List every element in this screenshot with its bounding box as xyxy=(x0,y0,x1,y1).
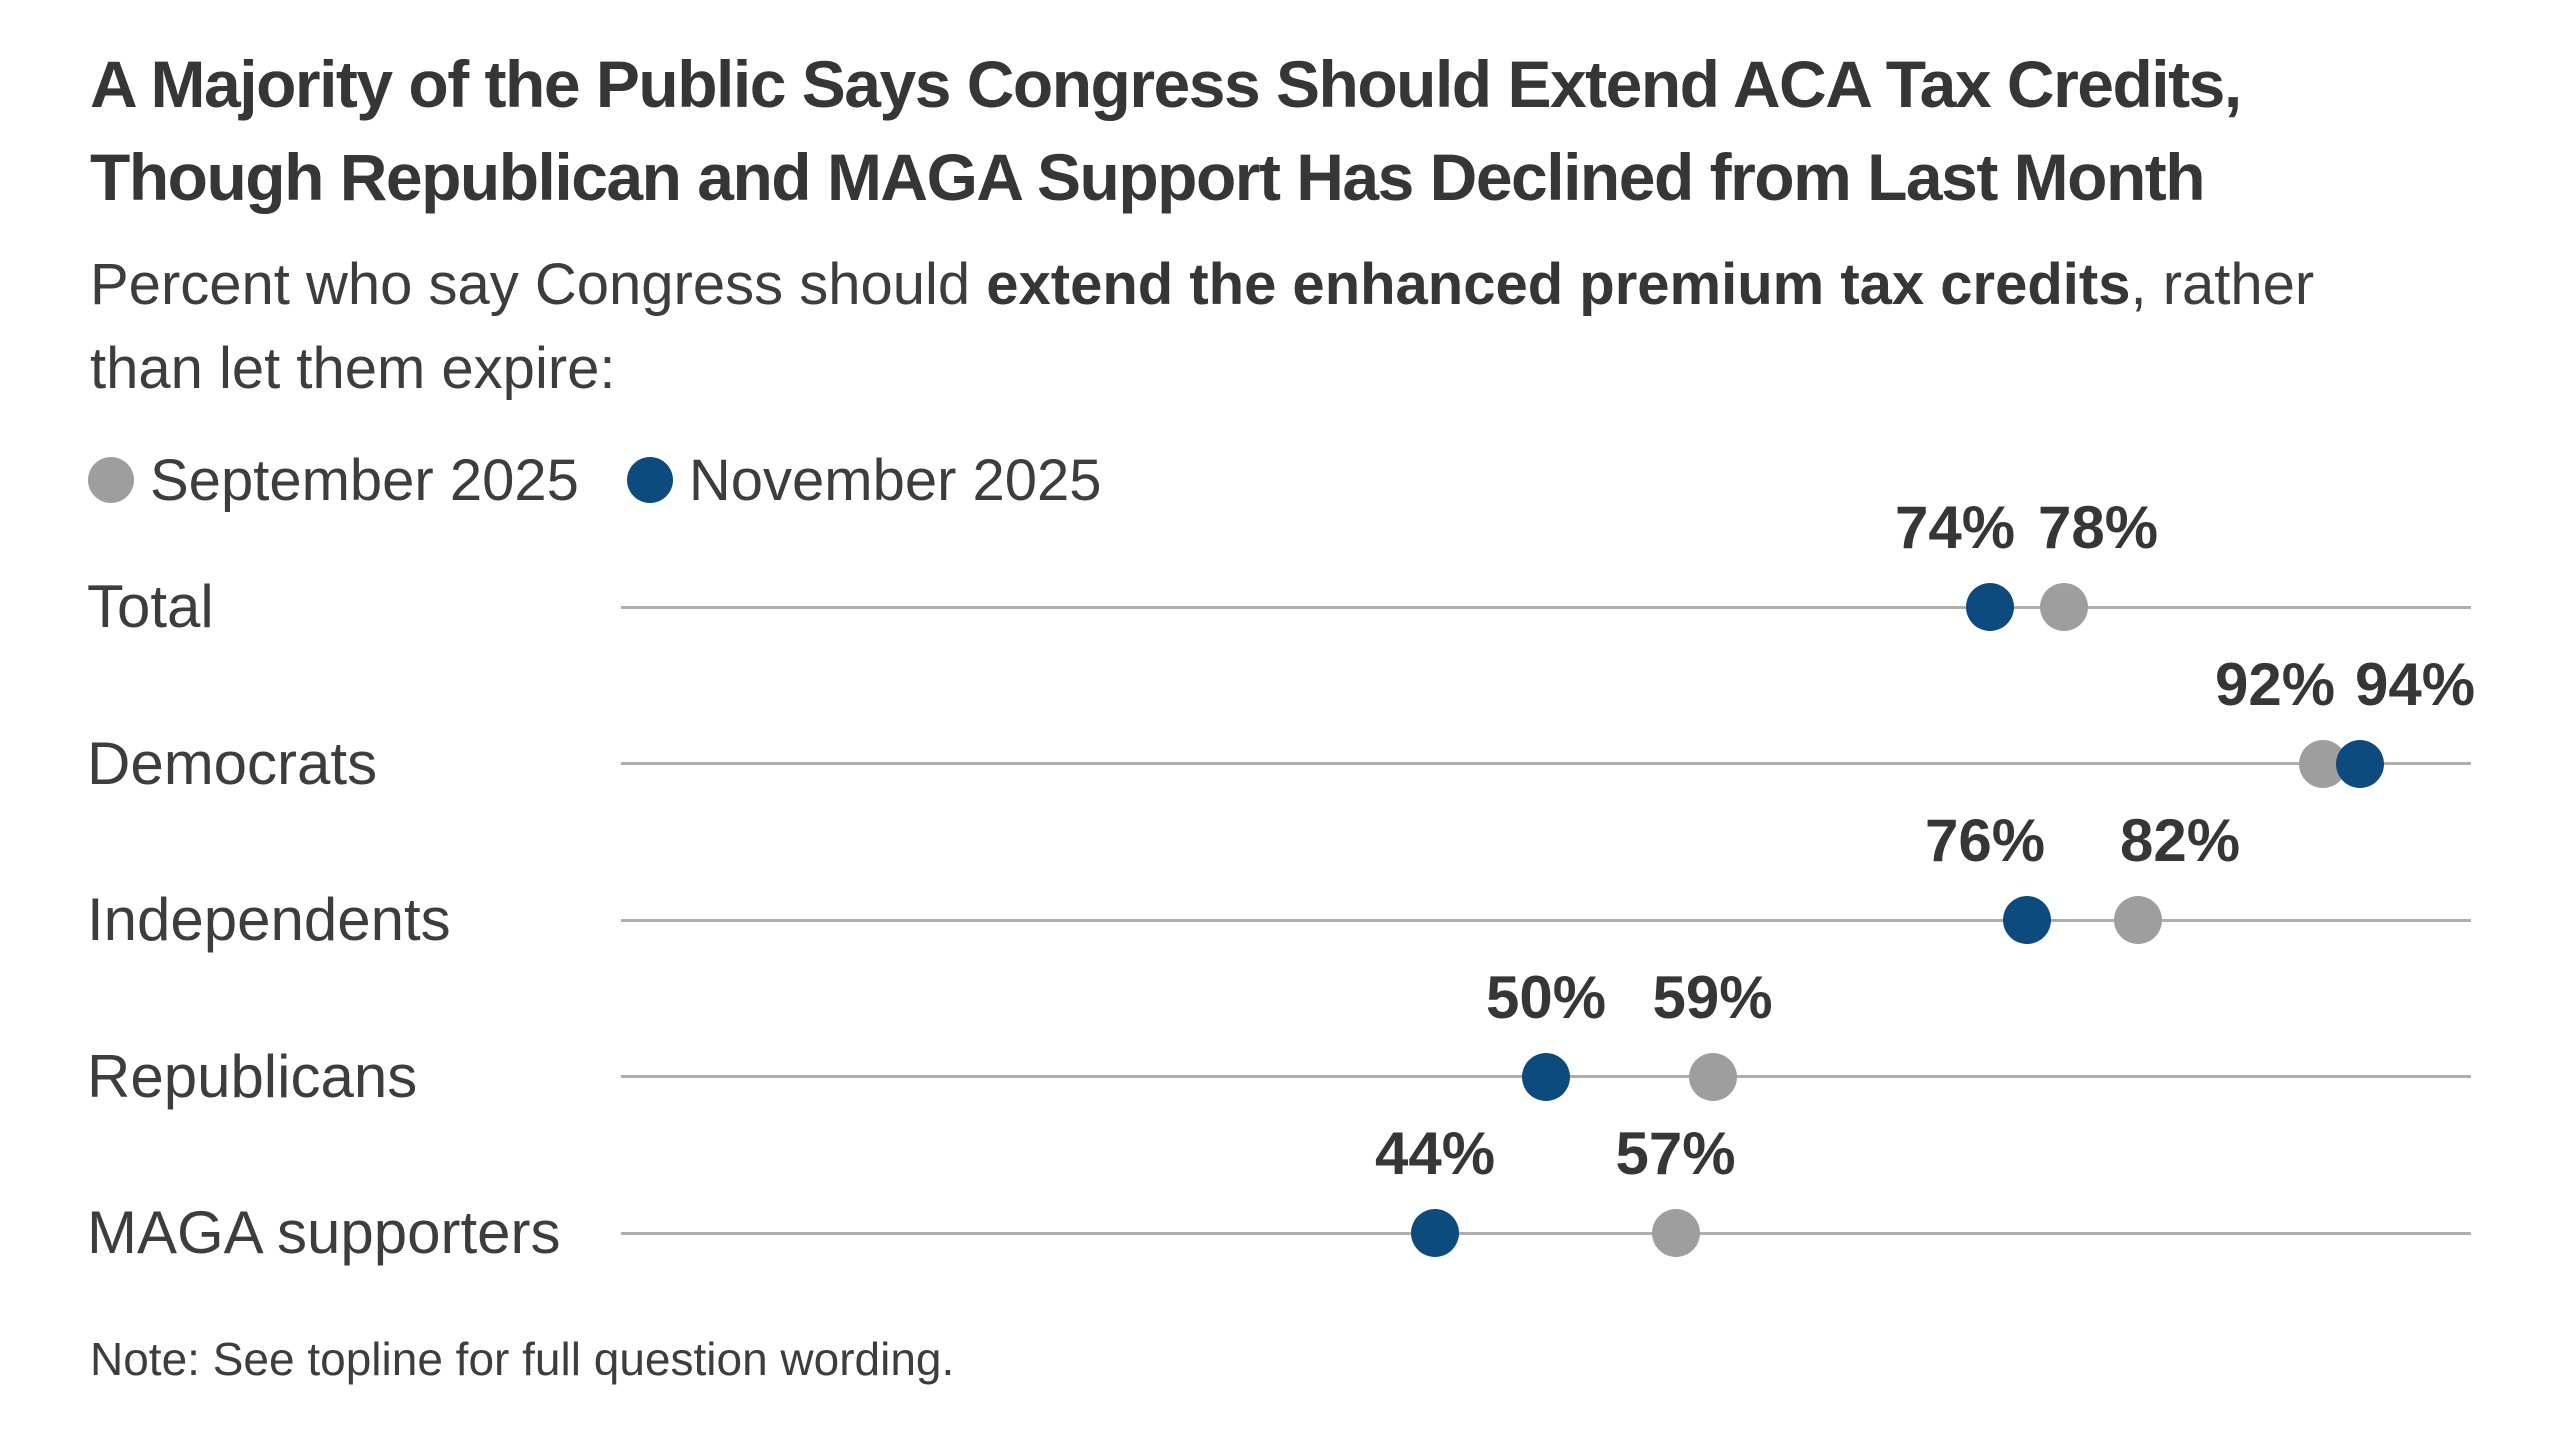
legend-item-september: September 2025 xyxy=(88,447,579,514)
value-label-november: 50% xyxy=(1485,963,1607,1031)
value-label-november: 76% xyxy=(1924,807,2046,874)
subtitle-pre: Percent who say Congress should xyxy=(90,252,987,317)
november-dot-icon xyxy=(626,457,673,503)
subtitle-bold: extend the enhanced premium tax credits xyxy=(986,252,2131,317)
legend: September 2025 November 2025 xyxy=(88,448,1102,513)
row-line xyxy=(621,762,2471,765)
dot-september xyxy=(1651,1209,1700,1257)
row-line xyxy=(621,918,2471,922)
dot-november xyxy=(1966,583,2014,631)
footnote: Note: See topline for full question word… xyxy=(90,1333,955,1385)
value-label-september: 78% xyxy=(2037,494,2159,561)
chart-subtitle-line2: than let them expire: xyxy=(90,336,616,401)
category-label-republicans: Republicans xyxy=(87,1042,418,1110)
value-label-november: 74% xyxy=(1894,494,2016,561)
chart-title-line2: Though Republican and MAGA Support Has D… xyxy=(90,140,2206,214)
september-dot-icon xyxy=(88,457,134,503)
row-line xyxy=(621,1231,2471,1235)
row-line xyxy=(621,605,2471,609)
category-label-maga-supporters: MAGA supporters xyxy=(87,1199,561,1266)
value-label-september: 92% xyxy=(2214,650,2336,718)
dot-november xyxy=(2336,739,2384,788)
category-label-total: Total xyxy=(87,573,214,640)
chart-title-line1: A Majority of the Public Says Congress S… xyxy=(90,47,2242,121)
dot-november xyxy=(2003,896,2051,944)
dot-september xyxy=(2040,583,2088,631)
dot-november xyxy=(1411,1209,1459,1257)
subtitle-post: , rather xyxy=(2130,252,2315,317)
chart-subtitle: Percent who say Congress should extend t… xyxy=(90,243,2314,411)
category-label-independents: Independents xyxy=(87,886,451,953)
dot-september xyxy=(1688,1052,1737,1101)
legend-label-november: November 2025 xyxy=(688,447,1102,513)
dot-november xyxy=(1522,1052,1570,1101)
value-label-september: 59% xyxy=(1652,963,1773,1031)
value-label-september: 82% xyxy=(2119,807,2241,874)
value-label-november: 44% xyxy=(1374,1120,1496,1187)
dot-september xyxy=(2114,896,2162,944)
legend-label-september: September 2025 xyxy=(150,447,579,513)
category-label-democrats: Democrats xyxy=(87,729,378,797)
legend-item-november: November 2025 xyxy=(626,447,1102,514)
value-label-september: 57% xyxy=(1615,1120,1736,1187)
chart-title: A Majority of the Public Says Congress S… xyxy=(90,38,2242,224)
value-label-november: 94% xyxy=(2354,650,2476,718)
chart-subtitle-line1: Percent who say Congress should extend t… xyxy=(90,243,2314,327)
